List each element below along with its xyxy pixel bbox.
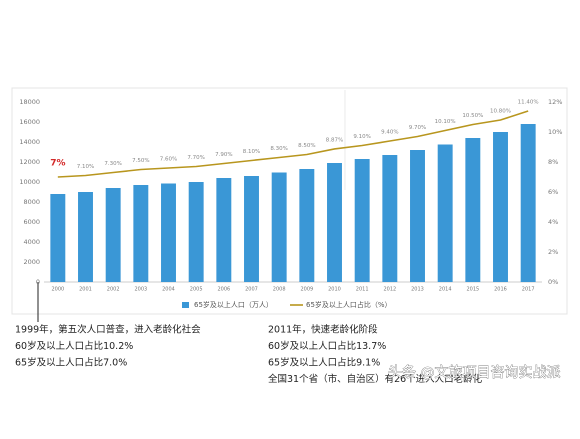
y2-tick-label: 10% [548,128,562,136]
legend-label: 65岁及以上人口占比（%） [306,300,392,309]
x-tick-label: 2016 [494,287,507,293]
x-tick-label: 2006 [217,287,230,293]
bar [520,124,536,282]
bar [382,155,398,282]
legend-swatch [182,302,189,308]
data-label: 9.70% [409,125,426,131]
data-label: 10.80% [490,109,511,115]
x-tick-label: 2008 [273,287,286,293]
bar [465,138,481,282]
x-tick-label: 2009 [300,287,313,293]
x-tick-label: 2003 [134,287,147,293]
note: 65岁及以上人口占比9.1% [268,357,380,369]
note: 65岁及以上人口占比7.0% [15,357,127,369]
bar [327,163,342,282]
x-tick-label: 2014 [439,287,452,293]
x-tick-label: 2010 [328,287,341,293]
x-tick-label: 2000 [51,287,64,293]
watermark: 头条 @文旅项目咨询实战派 [388,364,560,381]
note: 60岁及以上人口占比10.2% [15,340,133,352]
y-tick-label: 16000 [19,118,40,126]
x-tick-label: 2001 [79,287,92,293]
bar [78,192,93,282]
legend-label: 65岁及以上人口（万人） [194,300,273,309]
x-tick-label: 2002 [107,287,120,293]
bar [354,159,370,282]
x-tick-label: 2004 [162,287,175,293]
bar [50,194,66,282]
y2-tick-label: 2% [548,248,558,256]
bar [216,178,232,282]
data-label: 7.60% [160,157,177,163]
y2-tick-label: 4% [548,218,558,226]
y-tick-label: 10000 [19,178,40,186]
y-tick-label: 14000 [19,138,40,146]
x-tick-label: 2017 [522,287,535,293]
bar [188,182,204,282]
y2-tick-label: 0% [548,278,558,286]
y-tick-label: 18000 [19,98,40,106]
x-tick-label: 2012 [383,287,396,293]
bar [493,132,508,282]
data-label: 8.50% [298,143,315,149]
data-label: 10.10% [435,119,456,125]
data-label: 7.70% [187,155,204,161]
note: 60岁及以上人口占比13.7% [268,340,386,352]
data-label: 11.40% [518,100,539,106]
bar [133,185,149,282]
data-label: 8.10% [243,149,260,155]
note: 2011年，快速老龄化阶段 [268,324,378,336]
data-label: 9.40% [381,130,398,136]
data-label: 7.10% [77,164,94,170]
x-tick-label: 2005 [190,287,203,293]
y-tick-label: 8000 [23,198,40,206]
note: 1999年，第五次人口普查，进入老龄化社会 [15,324,201,336]
data-label: 10.50% [462,113,483,119]
line [57,110,529,178]
x-tick-label: 2011 [356,287,369,293]
y-tick-label: 6000 [23,218,40,226]
chart-frame [11,87,568,315]
y-tick-label: 12000 [19,158,40,166]
data-label: 7.50% [132,158,149,164]
data-label: 8.87% [326,137,343,143]
y-tick-label: 4000 [23,238,40,246]
bar [105,188,121,282]
y2-tick-label: 6% [548,188,558,196]
data-label: 8.30% [270,146,287,152]
bar [299,169,315,282]
data-label: 7% [50,159,65,169]
data-label: 9.10% [353,134,370,140]
note: 全国31个省（市、自治区）有26个进入人口老龄化 [268,373,483,385]
bar [437,144,453,282]
y-tick-label: 2000 [23,258,40,266]
data-label: 7.90% [215,152,232,158]
bar [410,150,425,282]
y2-tick-label: 8% [548,158,558,166]
data-label: 7.30% [104,161,121,167]
bar [161,183,176,282]
bar [244,176,259,282]
x-tick-label: 2015 [466,287,479,293]
x-tick-label: 2007 [245,287,258,293]
x-tick-label: 2013 [411,287,424,293]
y-tick-label: 0 [36,278,40,286]
y2-tick-label: 12% [548,98,562,106]
bar [271,172,287,282]
